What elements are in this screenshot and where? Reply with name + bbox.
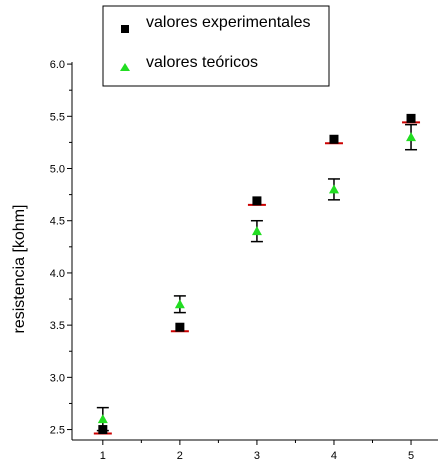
y-tick-label: 3.5 bbox=[50, 320, 65, 332]
theoretical-point bbox=[97, 414, 108, 424]
x-tick-label: 2 bbox=[177, 450, 183, 462]
y-tick-label: 3.0 bbox=[50, 372, 65, 384]
theoretical-point bbox=[328, 184, 339, 194]
theoretical-point bbox=[174, 299, 185, 309]
experimental-point bbox=[252, 196, 262, 206]
theoretical-point bbox=[406, 132, 417, 142]
legend-label-experimental: valores experimentales bbox=[146, 14, 311, 31]
data-marks bbox=[93, 113, 421, 435]
experimental-point bbox=[175, 322, 185, 332]
ticks: 2.5 3.0 3.5 4.0 4.5 5.0 5.5 6.0 1 2 3 4 5 bbox=[50, 59, 414, 462]
legend-box bbox=[102, 5, 330, 87]
legend-symbol-theoretical bbox=[120, 63, 130, 71]
y-tick-label: 4.0 bbox=[50, 268, 65, 280]
y-tick-label: 4.5 bbox=[50, 216, 65, 228]
y-tick-label: 5.5 bbox=[50, 111, 65, 123]
x-tick-label: 4 bbox=[331, 450, 337, 462]
x-tick-label: 3 bbox=[254, 450, 260, 462]
y-axis-label: resistencia [kohm] bbox=[11, 205, 28, 334]
legend-symbol-experimental bbox=[121, 25, 129, 33]
y-tick-label: 5.0 bbox=[50, 164, 65, 176]
legend: valores experimentales valores teóricos bbox=[102, 5, 330, 87]
theoretical-point bbox=[251, 226, 262, 236]
experimental-point bbox=[406, 113, 416, 123]
x-tick-label: 5 bbox=[408, 450, 414, 462]
y-tick-label: 2.5 bbox=[50, 425, 65, 437]
experimental-point bbox=[329, 134, 339, 144]
legend-label-theoretical: valores teóricos bbox=[146, 54, 258, 71]
experimental-point bbox=[98, 425, 108, 435]
x-tick-label: 1 bbox=[100, 450, 106, 462]
axes bbox=[71, 62, 438, 441]
y-tick-label: 6.0 bbox=[50, 59, 65, 71]
